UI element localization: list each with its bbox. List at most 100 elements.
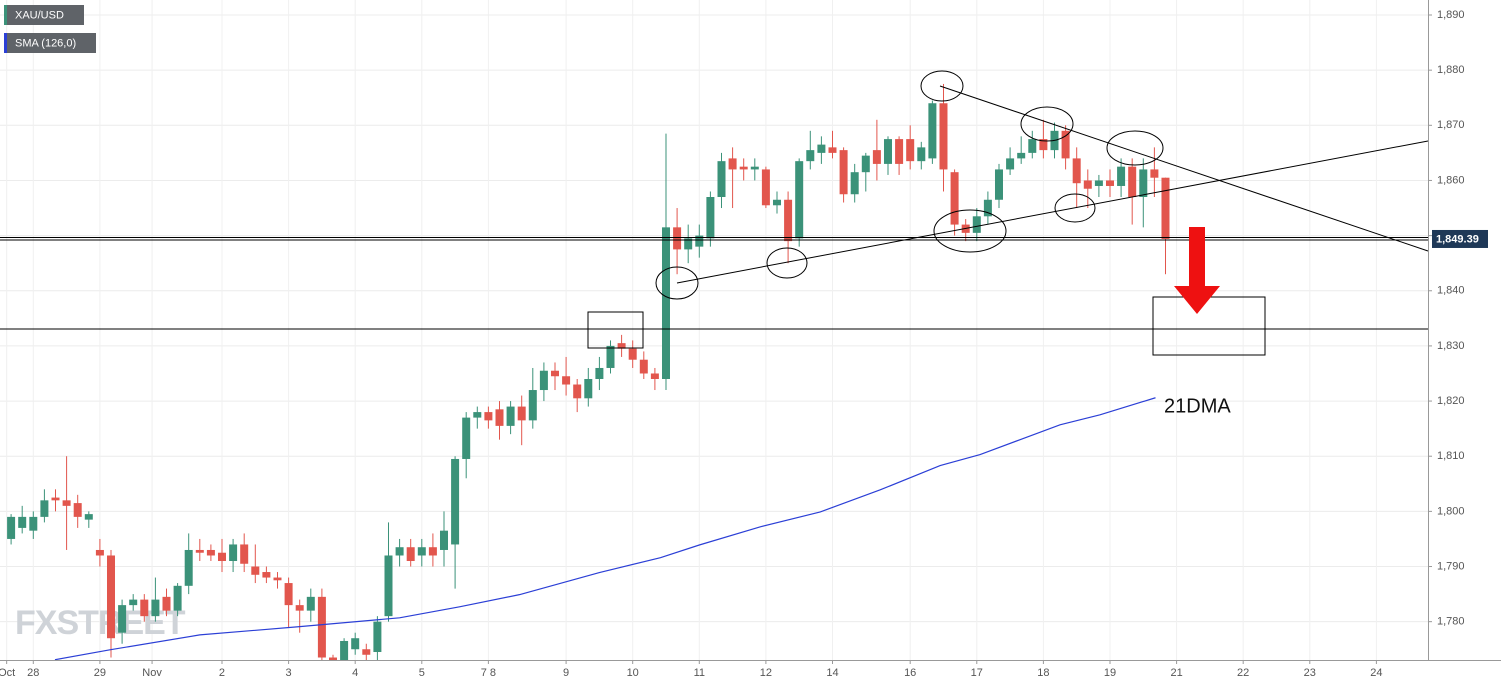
candle-body (539, 370, 548, 391)
candle-body (473, 412, 482, 418)
candle-body (1139, 169, 1148, 198)
down-arrow (1174, 227, 1220, 314)
candle-body (1017, 152, 1026, 159)
y-tick-label: 1,890 (1437, 9, 1465, 21)
candle-body (772, 199, 781, 206)
candle-body (406, 547, 415, 562)
watermark: FXSTREET (15, 604, 186, 642)
x-tick-label: 12 (760, 667, 772, 679)
candle-body (173, 585, 182, 611)
candle-body (584, 379, 593, 399)
x-tick-label: 10 (627, 667, 639, 679)
x-tick-label: 2 (219, 667, 225, 679)
legend: XAU/USD SMA (126,0) (4, 5, 96, 53)
x-tick-label: 5 (419, 667, 425, 679)
circle-marker (1020, 106, 1074, 142)
x-tick-label: 11 (694, 667, 705, 679)
candle-body (806, 150, 815, 162)
candle-body (639, 359, 648, 374)
candle-body (517, 406, 526, 421)
candle-body (595, 367, 604, 380)
candle-body (328, 657, 337, 660)
candle-body (1006, 158, 1015, 170)
candle-body (495, 409, 504, 426)
x-tick-label: 7 8 (481, 667, 496, 679)
last-price-box (1432, 229, 1488, 248)
rising-trendline (676, 140, 1429, 284)
candle-body (384, 555, 393, 617)
x-tick-label: 22 (1237, 667, 1249, 679)
sma-line (54, 397, 1156, 660)
x-tick-label: Nov (142, 667, 162, 679)
candle-body (206, 549, 215, 556)
x-tick-label: 19 (1104, 667, 1116, 679)
candle-body (661, 227, 670, 380)
candle-body (217, 552, 226, 562)
candle-body (229, 544, 238, 562)
candle-body (373, 621, 382, 653)
x-tick-label: 4 (352, 667, 358, 679)
candle-body (506, 406, 515, 426)
circle-marker (766, 247, 808, 279)
candle-body (573, 384, 582, 399)
candle-body (717, 161, 726, 198)
candle-body (850, 172, 859, 195)
candle-body (695, 235, 704, 247)
candle-body (484, 412, 493, 421)
candle-body (62, 500, 71, 506)
y-tick-label: 1,820 (1437, 395, 1465, 407)
candle-body (240, 544, 249, 564)
candle-body (273, 577, 282, 581)
candle-body (417, 547, 426, 556)
candle-body (251, 566, 260, 575)
candle-body (761, 169, 770, 206)
x-tick-label: 23 (1304, 667, 1316, 679)
box-marker (587, 311, 644, 349)
candle-body (462, 417, 471, 459)
candle-body (883, 139, 892, 164)
candle-body (51, 497, 60, 501)
candle-body (306, 596, 315, 611)
candle-body (673, 227, 682, 250)
candle-body (317, 596, 326, 658)
y-tick-label: 1,780 (1437, 616, 1465, 628)
candle-body (617, 343, 626, 349)
candle-body (684, 238, 693, 250)
x-tick-label: 18 (1037, 667, 1049, 679)
candle-body (650, 373, 659, 380)
grid (0, 0, 1428, 660)
circle-marker (920, 70, 964, 102)
candle-body (950, 172, 959, 225)
candle-body (29, 516, 38, 531)
candle-body (839, 150, 848, 195)
candle-body (906, 139, 915, 162)
candle-body (939, 103, 948, 170)
candle-body (7, 516, 16, 539)
candle-body (184, 549, 193, 586)
candle-body (983, 199, 992, 217)
candle-body (18, 516, 27, 528)
candle-body (129, 599, 138, 606)
candle-body (295, 605, 304, 611)
candle-body (428, 547, 437, 556)
x-tick-label: 28 (27, 667, 39, 679)
candle-body (95, 549, 104, 556)
candle-body (1117, 166, 1126, 186)
x-tick-label: 16 (904, 667, 916, 679)
candle-body (606, 345, 615, 368)
candle-body (451, 458, 460, 545)
candle-body (562, 376, 571, 385)
legend-label: XAU/USD (15, 9, 64, 21)
y-tick-label: 1,790 (1437, 560, 1465, 572)
x-tick-label: 17 (971, 667, 983, 679)
candle-body (195, 549, 204, 553)
legend-box (4, 5, 84, 25)
candle-body (928, 103, 937, 159)
candle-body (828, 147, 837, 153)
y-tick-label: 1,800 (1437, 505, 1465, 517)
x-tick-label: 14 (826, 667, 838, 679)
y-tick-label: 1,870 (1437, 119, 1465, 131)
candle-body (340, 640, 349, 660)
